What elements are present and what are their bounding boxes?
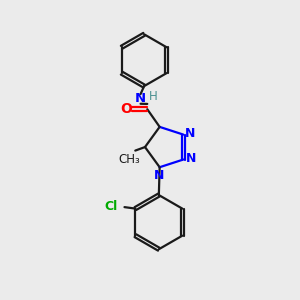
Text: O: O [120, 102, 132, 116]
Text: Cl: Cl [104, 200, 118, 213]
Text: N: N [135, 92, 146, 105]
Text: N: N [154, 169, 164, 182]
Text: N: N [184, 127, 195, 140]
Text: N: N [185, 152, 196, 164]
Text: H: H [148, 90, 157, 103]
Text: CH₃: CH₃ [118, 153, 140, 166]
